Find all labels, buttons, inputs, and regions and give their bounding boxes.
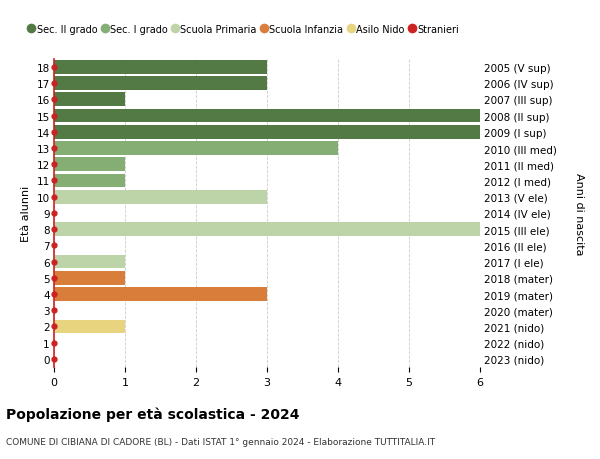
- Bar: [54, 158, 125, 172]
- Bar: [54, 320, 125, 334]
- Y-axis label: Età alunni: Età alunni: [21, 185, 31, 241]
- Text: Popolazione per età scolastica - 2024: Popolazione per età scolastica - 2024: [6, 406, 299, 421]
- Bar: [54, 142, 338, 156]
- Bar: [54, 126, 480, 140]
- Bar: [54, 61, 267, 75]
- Bar: [54, 271, 125, 285]
- Legend: Sec. II grado, Sec. I grado, Scuola Primaria, Scuola Infanzia, Asilo Nido, Stran: Sec. II grado, Sec. I grado, Scuola Prim…: [29, 24, 459, 34]
- Bar: [54, 190, 267, 204]
- Bar: [54, 255, 125, 269]
- Bar: [54, 287, 267, 301]
- Bar: [54, 223, 480, 236]
- Bar: [54, 93, 125, 107]
- Bar: [54, 77, 267, 91]
- Y-axis label: Anni di nascita: Anni di nascita: [574, 172, 584, 255]
- Bar: [54, 174, 125, 188]
- Text: COMUNE DI CIBIANA DI CADORE (BL) - Dati ISTAT 1° gennaio 2024 - Elaborazione TUT: COMUNE DI CIBIANA DI CADORE (BL) - Dati …: [6, 437, 435, 446]
- Bar: [54, 109, 480, 123]
